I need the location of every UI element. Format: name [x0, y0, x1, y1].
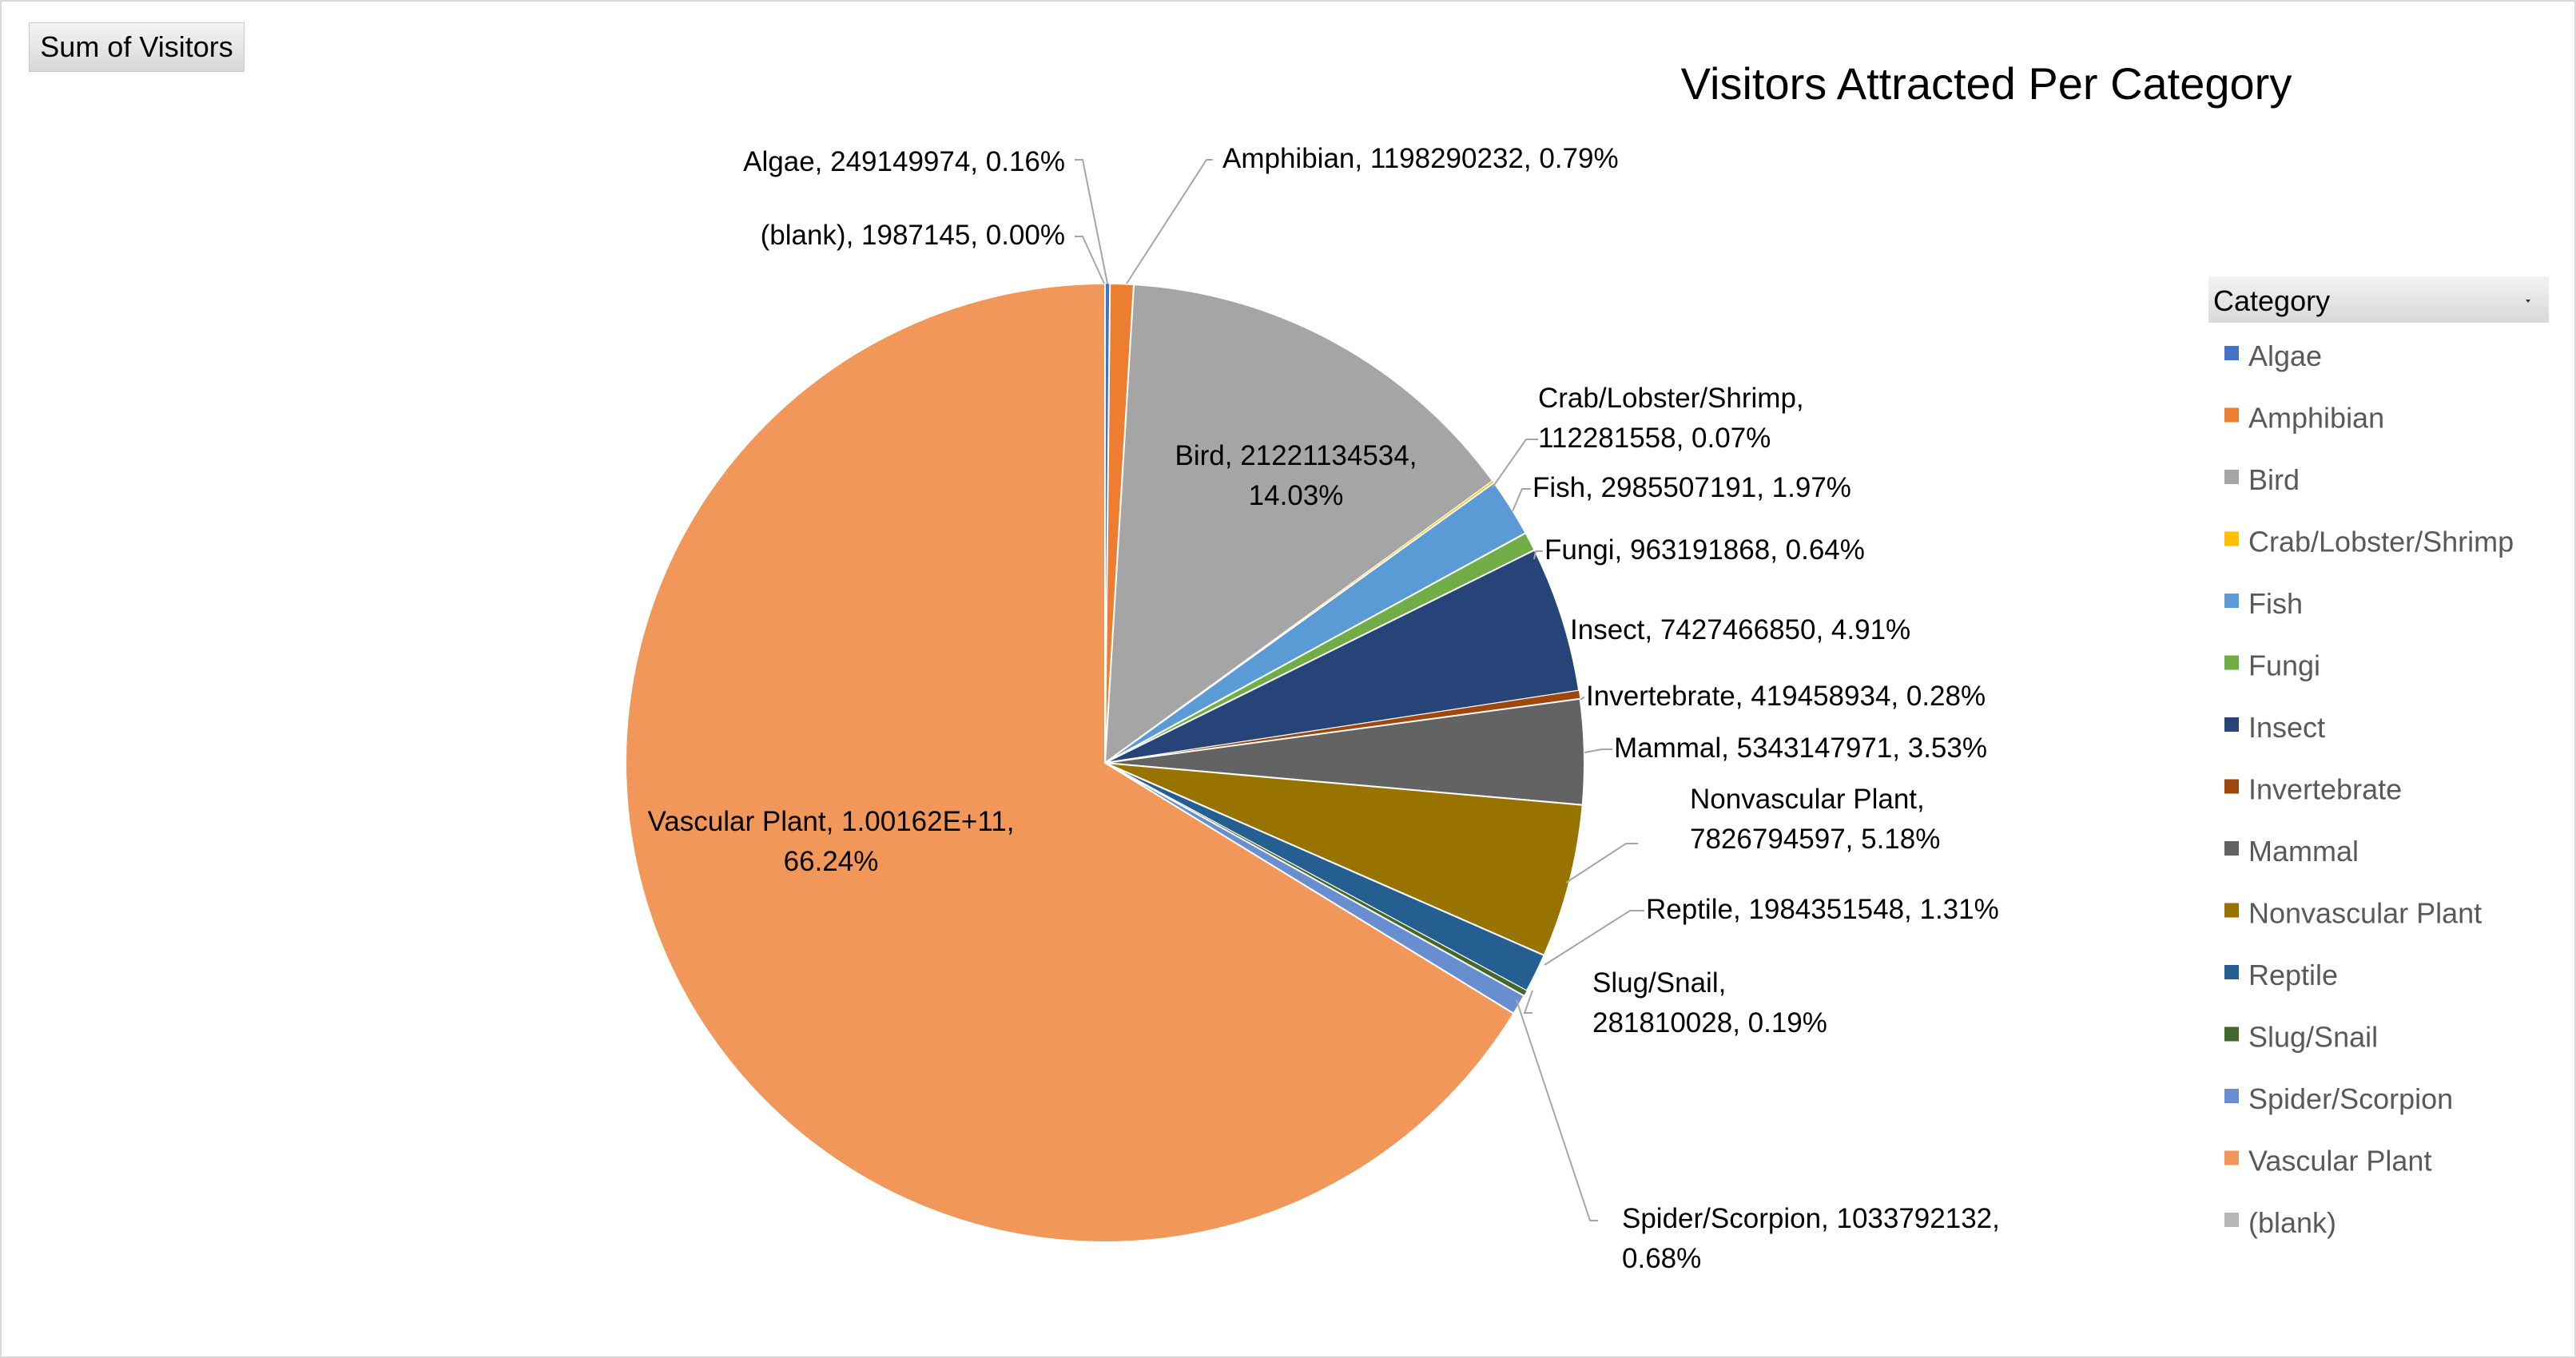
leader-line-blank [1075, 236, 1105, 284]
data-label-fish: Fish, 2985507191, 1.97% [1532, 472, 1851, 503]
legend-label: Fish [2248, 587, 2303, 620]
data-label-amphibian: Amphibian, 1198290232, 0.79% [1222, 143, 1619, 174]
legend-swatch [2224, 841, 2239, 856]
data-label-reptile: Reptile, 1984351548, 1.31% [1646, 894, 1999, 925]
legend-swatch [2224, 1213, 2239, 1227]
legend-item-spider-scorpion[interactable]: Spider/Scorpion [2224, 1082, 2453, 1115]
data-label-bird: 14.03% [1249, 480, 1344, 511]
legend-item-insect[interactable]: Insect [2224, 711, 2325, 744]
legend-label: Spider/Scorpion [2248, 1082, 2453, 1115]
pie-slice-bird[interactable] [1103, 284, 1494, 765]
leader-line-fish [1512, 488, 1531, 512]
chart-title: Visitors Attracted Per Category [1681, 58, 2292, 109]
legend-label: Amphibian [2248, 402, 2384, 435]
legend-header[interactable] [2208, 276, 2549, 323]
legend-item-vascular-plant[interactable]: Vascular Plant [2224, 1145, 2431, 1177]
pie-slice-vascular-plant[interactable] [625, 282, 1515, 1243]
legend-swatch [2224, 531, 2239, 546]
legend-swatch [2224, 407, 2239, 423]
data-label-spider-scorpion: Spider/Scorpion, 1033792132, [1622, 1203, 2000, 1234]
legend-label: Bird [2248, 463, 2300, 496]
legend-label: Nonvascular Plant [2248, 897, 2482, 930]
leader-line-slug-snail [1523, 990, 1533, 1014]
legend-label: Reptile [2248, 959, 2338, 991]
legend-item-invertebrate[interactable]: Invertebrate [2224, 773, 2402, 806]
leader-line-amphibian [1126, 159, 1213, 284]
legend-label: Fungi [2248, 649, 2320, 682]
data-label-crab-lobster-shrimp: 112281558, 0.07% [1538, 423, 1771, 454]
leader-line-nonvascular-plant [1565, 843, 1638, 883]
data-label-nonvascular-plant: 7826794597, 5.18% [1690, 824, 1940, 855]
data-label-mammal: Mammal, 5343147971, 3.53% [1614, 733, 1987, 764]
data-label-bird: Bird, 21221134534, [1175, 440, 1417, 471]
leader-line-reptile [1544, 910, 1644, 966]
legend-swatch [2224, 903, 2239, 918]
legend-label: (blank) [2248, 1206, 2336, 1239]
legend-label: Slug/Snail [2248, 1021, 2378, 1054]
legend-swatch [2224, 470, 2239, 484]
leader-line-invertebrate [1580, 697, 1584, 701]
legend-item-mammal[interactable]: Mammal [2224, 835, 2359, 868]
legend-item-amphibian[interactable]: Amphibian [2224, 402, 2384, 435]
legend-label: Insect [2248, 711, 2325, 744]
data-label-slug-snail: 281810028, 0.19% [1592, 1007, 1827, 1038]
field-button-sum-of-visitors[interactable]: Sum of Visitors [29, 22, 244, 72]
legend-item-fish[interactable]: Fish [2224, 587, 2303, 620]
data-label-invertebrate: Invertebrate, 419458934, 0.28% [1586, 681, 1986, 712]
data-label-blank: (blank), 1987145, 0.00% [761, 220, 1065, 251]
data-label-spider-scorpion: 0.68% [1622, 1243, 1701, 1274]
legend: Category Algae Amphibian Bird Crab/Lobster/… [2208, 276, 2549, 1239]
legend-item-fungi[interactable]: Fungi [2224, 649, 2320, 682]
leader-line-mammal [1584, 748, 1612, 753]
data-label-slug-snail: Slug/Snail, [1592, 967, 1726, 999]
legend-item-bird[interactable]: Bird [2224, 463, 2300, 496]
pie-slice-nonvascular-plant[interactable] [1104, 762, 1584, 957]
data-label-fungi: Fungi, 963191868, 0.64% [1544, 534, 1865, 566]
pie-slice-insect[interactable] [1104, 549, 1580, 764]
legend-label: Invertebrate [2248, 773, 2402, 806]
data-label-insect: Insect, 7427466850, 4.91% [1570, 614, 1910, 645]
leader-line-algae [1075, 159, 1108, 284]
legend-item-algae[interactable]: Algae [2224, 340, 2322, 372]
leader-line-spider-scorpion [1516, 999, 1598, 1221]
legend-swatch [2224, 779, 2239, 794]
legend-title: Category [2213, 284, 2330, 317]
legend-swatch [2224, 965, 2239, 979]
legend-label: Algae [2248, 340, 2322, 372]
leader-line-fungi [1533, 550, 1543, 560]
legend-item-nonvascular-plant[interactable]: Nonvascular Plant [2224, 897, 2482, 930]
legend-label: Mammal [2248, 835, 2359, 868]
legend-label: Crab/Lobster/Shrimp [2248, 526, 2514, 558]
legend-swatch [2224, 1089, 2239, 1103]
legend-swatch [2224, 1026, 2239, 1042]
data-label-vascular-plant: Vascular Plant, 1.00162E+11, [648, 806, 1015, 837]
data-label-vascular-plant: 66.24% [784, 846, 879, 877]
legend-item-slug-snail[interactable]: Slug/Snail [2224, 1021, 2378, 1054]
data-label-algae: Algae, 249149974, 0.16% [743, 146, 1065, 177]
legend-item-reptile[interactable]: Reptile [2224, 959, 2338, 991]
data-label-crab-lobster-shrimp: Crab/Lobster/Shrimp, [1538, 383, 1804, 414]
legend-item-crab-lobster-shrimp[interactable]: Crab/Lobster/Shrimp [2224, 526, 2514, 558]
legend-swatch [2224, 1150, 2239, 1165]
legend-swatch [2224, 594, 2239, 608]
leader-line-crab-lobster-shrimp [1492, 439, 1538, 488]
legend-item-blank[interactable]: (blank) [2224, 1206, 2336, 1239]
legend-swatch [2224, 655, 2239, 670]
dropdown-arrow-icon[interactable] [2526, 300, 2530, 303]
legend-swatch [2224, 346, 2239, 360]
legend-label: Vascular Plant [2248, 1145, 2431, 1177]
legend-swatch [2224, 717, 2239, 732]
data-label-nonvascular-plant: Nonvascular Plant, [1690, 784, 1925, 815]
